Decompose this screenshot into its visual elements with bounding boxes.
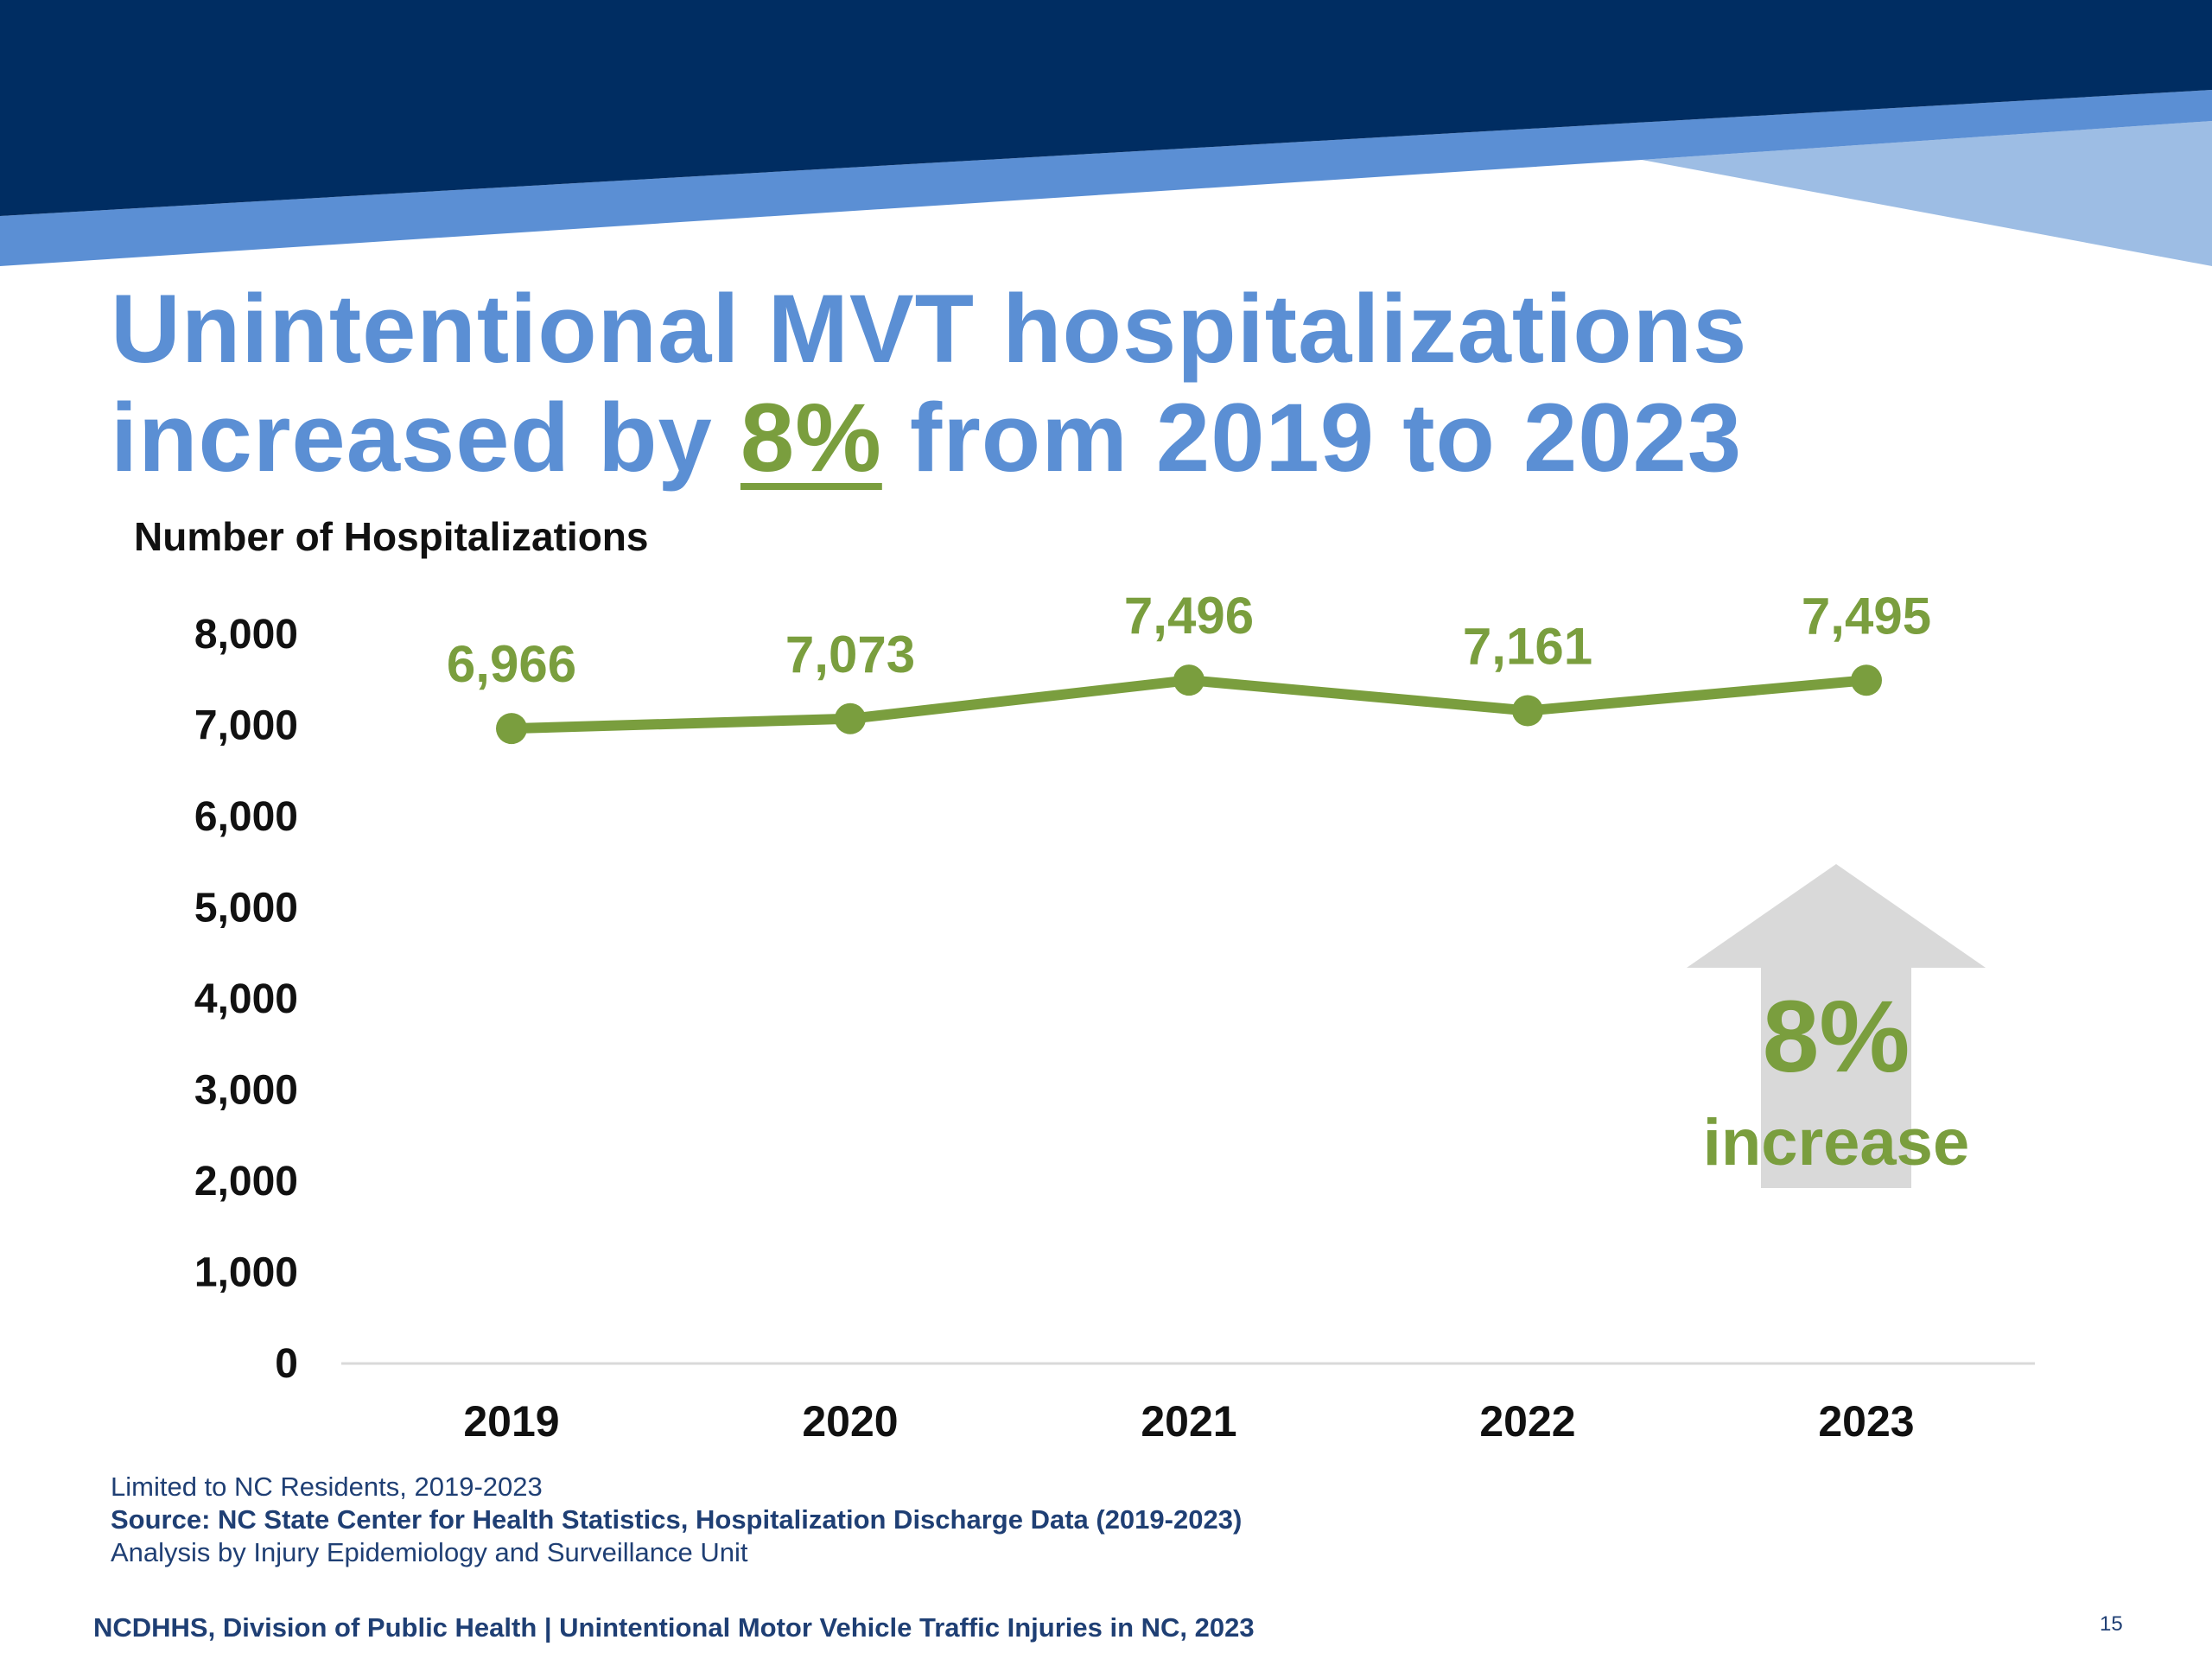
x-tick-label: 2020 bbox=[802, 1397, 898, 1446]
title-line-2-prefix: increased by bbox=[111, 384, 741, 492]
x-tick-label: 2019 bbox=[463, 1397, 559, 1446]
x-axis-ticks: 2019 2020 2021 2022 2023 bbox=[463, 1397, 1914, 1446]
increase-percent: 8% bbox=[1763, 980, 1910, 1094]
data-point bbox=[835, 702, 866, 734]
banner-blue-band bbox=[0, 90, 2212, 266]
y-tick-label: 7,000 bbox=[194, 703, 298, 749]
increase-arrow: 8% increase bbox=[1687, 864, 1986, 1188]
y-tick-label: 2,000 bbox=[194, 1159, 298, 1205]
y-tick-label: 6,000 bbox=[194, 794, 298, 840]
data-point bbox=[1851, 664, 1882, 696]
footnote-source: Source: NC State Center for Health Stati… bbox=[111, 1504, 1243, 1535]
title-highlight-percent: 8% bbox=[740, 384, 882, 492]
x-tick-label: 2021 bbox=[1141, 1397, 1236, 1446]
footnote-analysis: Analysis by Injury Epidemiology and Surv… bbox=[111, 1537, 748, 1567]
data-labels: 6,966 7,073 7,496 7,161 7,495 bbox=[447, 587, 1931, 693]
page-number: 15 bbox=[2100, 1612, 2123, 1636]
data-point bbox=[1173, 664, 1205, 696]
y-tick-label: 0 bbox=[275, 1341, 298, 1387]
increase-label: increase bbox=[1703, 1106, 1969, 1179]
data-points bbox=[496, 664, 1882, 745]
data-label: 7,161 bbox=[1463, 618, 1592, 676]
title-line-1: Unintentional MVT hospitalizations bbox=[111, 275, 1748, 383]
slide-title: Unintentional MVT hospitalizations incre… bbox=[111, 275, 1747, 493]
y-tick-label: 5,000 bbox=[194, 886, 298, 931]
data-label: 6,966 bbox=[447, 635, 576, 693]
title-line-2-suffix: from 2019 to 2023 bbox=[881, 384, 1743, 492]
y-tick-label: 3,000 bbox=[194, 1068, 298, 1114]
header-banner bbox=[0, 0, 2212, 266]
data-point bbox=[1512, 695, 1543, 727]
y-axis-ticks: 0 1,000 2,000 3,000 4,000 5,000 6,000 7,000 8,00… bbox=[194, 612, 298, 1387]
data-label: 7,073 bbox=[785, 626, 915, 683]
banner-navy bbox=[0, 0, 2212, 216]
up-arrow-icon bbox=[1687, 864, 1986, 1188]
data-label: 7,495 bbox=[1802, 587, 1931, 645]
data-label: 7,496 bbox=[1124, 587, 1254, 645]
data-point bbox=[496, 713, 527, 745]
hospitalizations-line-chart: Number of Hospitalizations 0 1,000 2,000 3,… bbox=[134, 514, 2035, 1446]
y-axis-label: Number of Hospitalizations bbox=[134, 514, 648, 559]
y-tick-label: 1,000 bbox=[194, 1250, 298, 1296]
x-tick-label: 2022 bbox=[1479, 1397, 1575, 1446]
y-tick-label: 8,000 bbox=[194, 612, 298, 658]
y-tick-label: 4,000 bbox=[194, 976, 298, 1022]
slide-footer: NCDHHS, Division of Public Health | Unin… bbox=[93, 1612, 1255, 1643]
banner-light-blue-band bbox=[1642, 121, 2212, 266]
footnote-scope: Limited to NC Residents, 2019-2023 bbox=[111, 1471, 543, 1502]
x-tick-label: 2023 bbox=[1818, 1397, 1914, 1446]
